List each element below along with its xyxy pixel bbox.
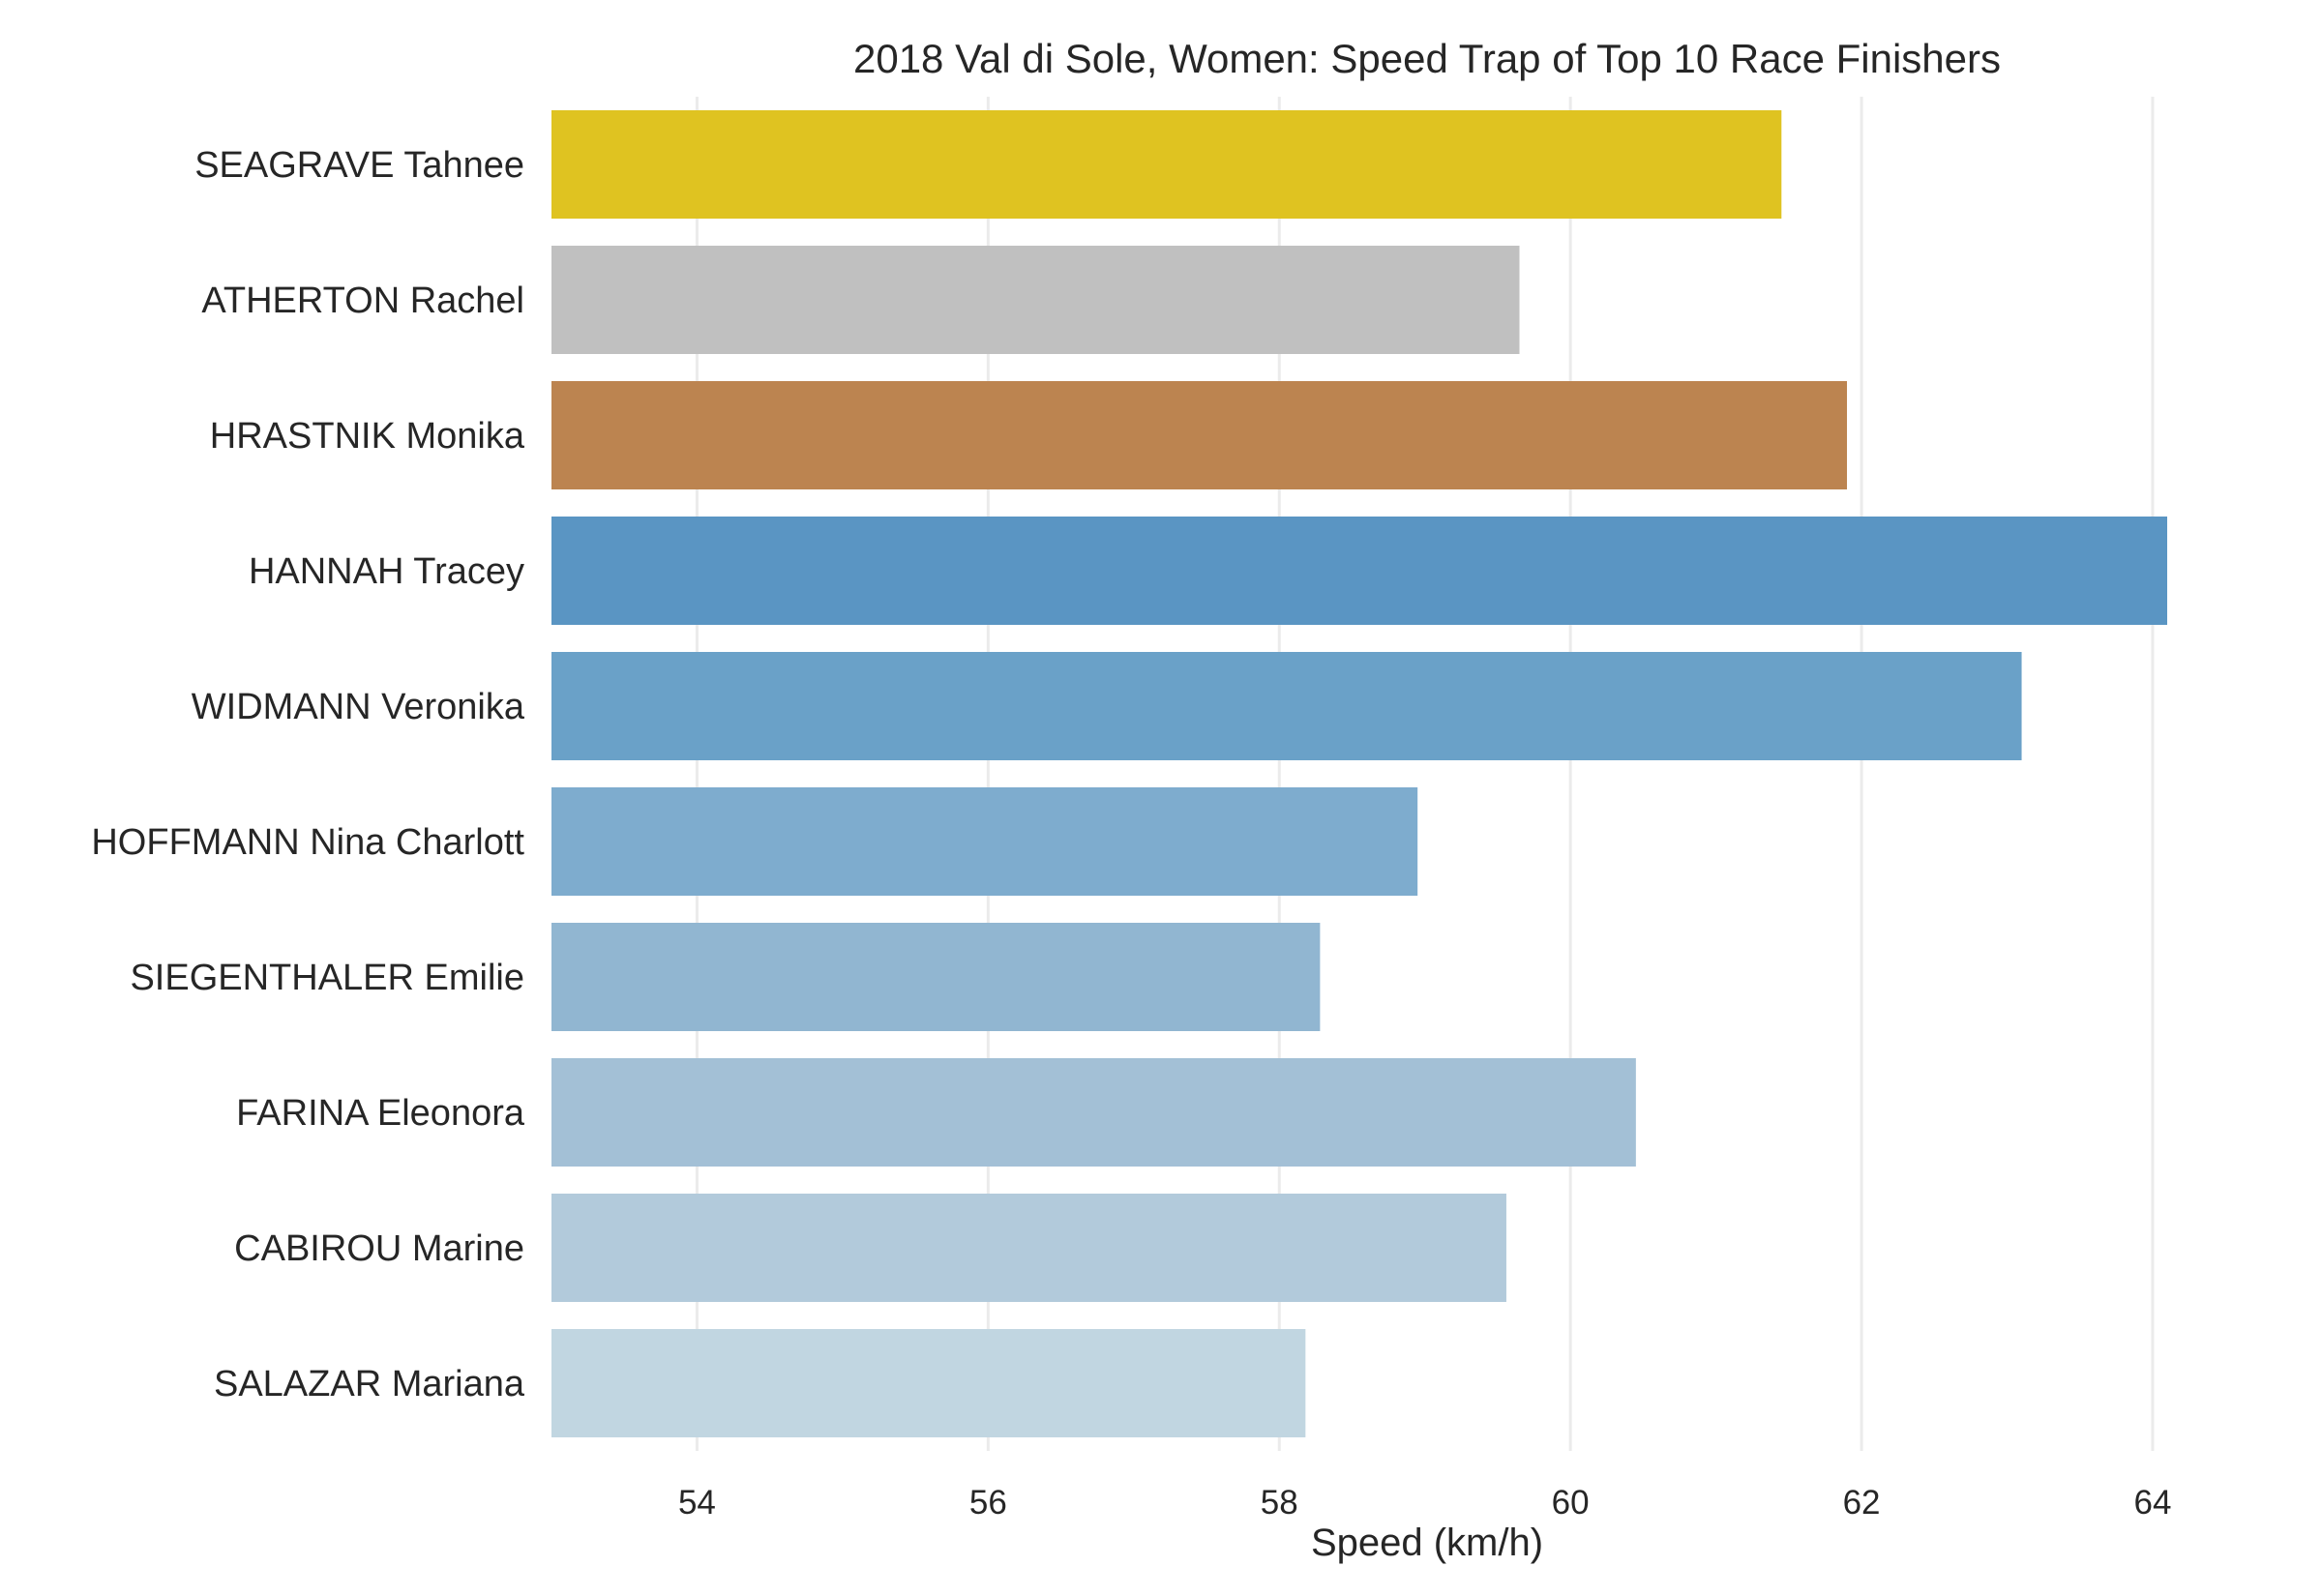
category-label: SIEGENTHALER Emilie <box>130 958 524 998</box>
x-tick-label: 60 <box>1552 1484 1590 1522</box>
category-label: HANNAH Tracey <box>249 551 524 592</box>
x-tick-label: 64 <box>2133 1484 2171 1522</box>
category-label: HOFFMANN Nina Charlott <box>91 822 524 863</box>
x-axis-title: Speed (km/h) <box>1311 1522 1543 1564</box>
x-tick-labels: 54 56 58 60 62 64 <box>678 1484 2171 1522</box>
category-label: HRASTNIK Monika <box>210 416 525 457</box>
category-labels: SEAGRAVE Tahnee ATHERTON Rachel HRASTNIK M… <box>91 145 525 1404</box>
bar <box>551 1329 1306 1437</box>
x-tick-label: 62 <box>1843 1484 1881 1522</box>
x-tick-label: 56 <box>969 1484 1007 1522</box>
bar <box>551 381 1848 489</box>
category-label: CABIROU Marine <box>234 1228 524 1269</box>
x-tick-label: 54 <box>678 1484 716 1522</box>
bar <box>551 787 1418 896</box>
bar <box>551 246 1520 354</box>
chart-title: 2018 Val di Sole, Women: Speed Trap of T… <box>853 36 2001 81</box>
category-label: FARINA Eleonora <box>236 1093 525 1134</box>
category-label: ATHERTON Rachel <box>201 281 524 321</box>
bar <box>551 517 2167 625</box>
bar <box>551 1194 1506 1302</box>
category-label: WIDMANN Veronika <box>192 687 525 727</box>
bar <box>551 923 1321 1031</box>
bars <box>551 110 2167 1437</box>
x-tick-label: 58 <box>1261 1484 1298 1522</box>
bar <box>551 1058 1636 1167</box>
category-label: SEAGRAVE Tahnee <box>194 145 524 186</box>
bar <box>551 652 2022 760</box>
bar <box>551 110 1782 219</box>
category-label: SALAZAR Mariana <box>214 1364 525 1404</box>
